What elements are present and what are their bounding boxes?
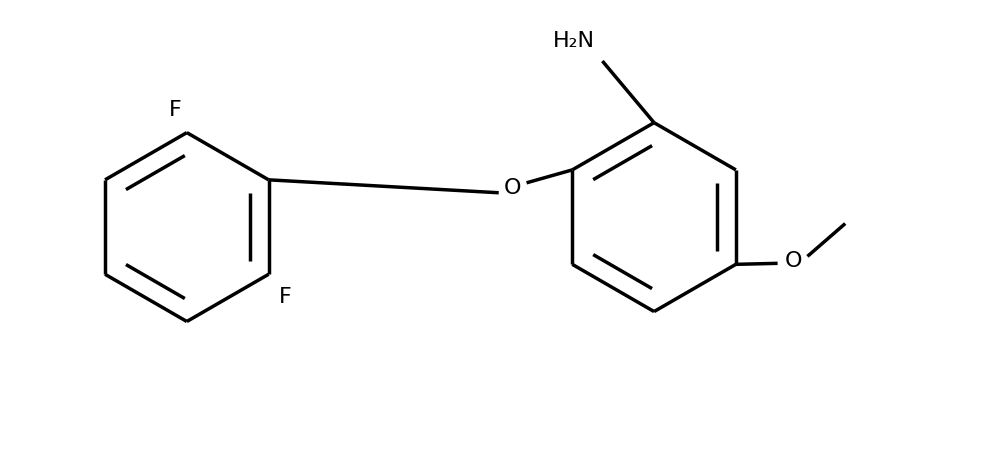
Text: F: F [169,100,181,120]
Text: H₂N: H₂N [553,31,594,51]
Text: F: F [278,287,291,307]
Text: O: O [785,252,802,271]
Text: O: O [504,178,522,198]
